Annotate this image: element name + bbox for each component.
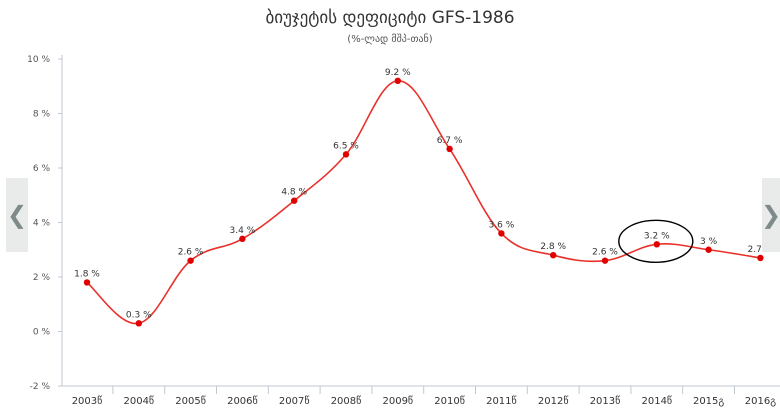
data-label: 3.6 % [489, 220, 515, 230]
data-point [446, 145, 453, 153]
data-point [83, 279, 91, 286]
data-label: 2.6 % [178, 248, 204, 258]
x-tick-label: 2004წ [123, 395, 154, 407]
data-label: 4.8 % [281, 188, 307, 198]
y-tick-label: 6 % [33, 164, 51, 174]
x-tick-label: 2011წ [486, 395, 517, 407]
data-label: 9.2 % [385, 68, 411, 78]
x-tick-label: 2003წ [72, 395, 103, 407]
chart-title: ბიუჯეტის დეფიციტი GFS-1986 [265, 8, 515, 28]
data-label: 1.8 % [74, 269, 100, 279]
data-point [394, 77, 401, 85]
x-tick-label: 2014წ [641, 395, 672, 407]
x-tick-label: 2012წ [538, 395, 569, 407]
chevron-left-icon: ❮ [6, 201, 28, 229]
y-tick-label: 2 % [33, 273, 51, 283]
data-label: 3.4 % [230, 226, 256, 236]
data-point [187, 257, 194, 264]
chart-subtitle: (%-ლად მშპ-თან) [347, 34, 433, 45]
x-tick-label: 2009წ [382, 395, 413, 407]
y-tick-label: 10 % [27, 55, 50, 65]
data-point [757, 254, 764, 262]
data-label: 0.3 % [126, 310, 152, 320]
previous-chart-button[interactable]: ❮ [6, 178, 28, 252]
x-tick-label: 2005წ [175, 395, 206, 407]
data-point [291, 197, 298, 204]
x-tick-label: 2015გ [693, 396, 724, 407]
series-line [86, 79, 761, 325]
data-label: 2.6 % [592, 248, 618, 258]
y-tick-label: 8 % [33, 110, 51, 120]
data-label: 3.2 % [644, 231, 670, 241]
data-point [550, 252, 557, 259]
y-tick-label: -2 % [30, 382, 51, 392]
x-tick-label: 2006წ [227, 395, 258, 407]
y-tick-label: 4 % [33, 219, 51, 229]
x-tick-label: 2007წ [279, 395, 310, 407]
x-tick-label: 2013წ [590, 395, 621, 407]
x-tick-label: 2010წ [434, 395, 465, 407]
data-label: 3 % [700, 237, 718, 247]
highlight-circle [618, 219, 694, 264]
x-tick-label: 2008წ [331, 395, 362, 407]
data-label: 2.8 % [540, 242, 566, 252]
data-point [135, 320, 142, 327]
data-point [498, 230, 505, 237]
data-point [239, 235, 246, 243]
data-label: 2.7 % [748, 245, 774, 255]
data-point [705, 246, 712, 253]
data-point [653, 241, 660, 248]
data-point [601, 257, 609, 264]
next-chart-button[interactable]: ❯ [760, 178, 780, 252]
chevron-right-icon: ❯ [760, 201, 780, 229]
x-tick-label: 2016გ [745, 396, 776, 407]
y-tick-label: 0 % [33, 328, 51, 338]
data-label: 6.7 % [437, 136, 463, 146]
data-point [342, 151, 350, 158]
data-label: 6.5 % [333, 141, 359, 151]
